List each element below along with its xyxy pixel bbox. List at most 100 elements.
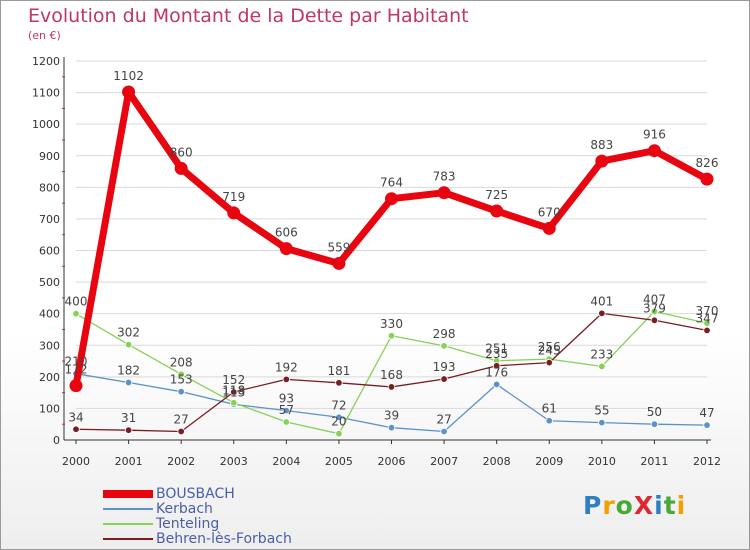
y-tick-label: 1000: [32, 118, 60, 131]
data-label: 47: [699, 406, 714, 420]
data-point: [177, 427, 185, 436]
data-point: [387, 383, 396, 391]
data-point: [124, 340, 133, 349]
y-tick-label: 900: [39, 150, 60, 163]
data-label: 176: [485, 365, 508, 379]
data-point: [282, 418, 291, 426]
data-point: [490, 204, 504, 218]
data-label: 256: [538, 340, 561, 354]
data-label: 725: [485, 188, 508, 202]
data-label: 330: [380, 317, 403, 331]
logo-letter: i: [654, 491, 664, 520]
data-label: 370: [696, 304, 719, 318]
y-tick-label: 300: [39, 339, 60, 352]
x-tick-label: 2007: [430, 455, 458, 468]
data-label: 192: [275, 360, 298, 374]
data-point: [282, 406, 291, 415]
data-point: [703, 319, 711, 327]
data-label: 379: [643, 301, 666, 315]
x-tick-label: 2012: [693, 455, 721, 468]
data-point: [230, 388, 238, 396]
y-tick-label: 400: [39, 308, 60, 321]
data-label: 783: [433, 170, 456, 184]
y-tick-label: 100: [39, 402, 60, 415]
legend-label: BOUSBACH: [156, 486, 235, 502]
legend-swatch: [103, 538, 153, 540]
data-labels: 172 1102 860 719 606 559 764 783 725 670 883 916 826…: [65, 69, 719, 429]
y-tick-label: 600: [39, 245, 60, 258]
data-label: 302: [117, 326, 140, 340]
data-point: [72, 425, 80, 433]
data-point: [69, 379, 83, 393]
logo-letter: r: [602, 491, 616, 520]
data-point: [545, 417, 553, 425]
data-label: 407: [643, 292, 666, 306]
data-label: 401: [590, 294, 613, 308]
proxiti-logo: ProXiti: [583, 491, 686, 520]
data-label: 826: [696, 156, 719, 170]
y-tick-label: 1100: [32, 87, 60, 100]
logo-letter: i: [676, 491, 687, 520]
data-label: 182: [117, 364, 140, 378]
x-tick-label: 2009: [535, 455, 563, 468]
x-tick-label: 2001: [115, 455, 143, 468]
data-point: [72, 309, 80, 318]
legend-swatch: [103, 490, 153, 498]
data-label: 559: [327, 240, 350, 254]
data-point: [279, 242, 293, 256]
y-tick-label: 1200: [32, 55, 60, 68]
chart-title: Evolution du Montant de la Dette par Hab…: [28, 5, 469, 27]
data-label: 172: [65, 363, 88, 377]
data-point: [595, 154, 609, 168]
data-label: 208: [170, 355, 193, 369]
y-tick-label: 200: [39, 371, 60, 384]
data-point: [650, 420, 659, 428]
data-point: [598, 362, 606, 371]
data-label: 118: [222, 384, 245, 398]
data-label: 916: [643, 128, 666, 142]
data-point: [387, 423, 396, 432]
data-label: 181: [327, 364, 350, 378]
data-point: [177, 370, 185, 379]
legend-label: Tenteling: [156, 516, 220, 532]
data-label: 72: [331, 398, 346, 412]
data-point: [650, 316, 659, 324]
data-point: [703, 421, 711, 429]
legend-item: Behren-lès-Forbach: [103, 531, 292, 547]
data-label: 251: [485, 342, 508, 356]
data-point: [335, 379, 343, 387]
x-tick-label: 2005: [325, 455, 353, 468]
data-label: 719: [222, 190, 245, 204]
data-label: 298: [433, 327, 456, 341]
data-point: [332, 256, 346, 270]
data-point: [174, 161, 188, 175]
legend-item: Tenteling: [103, 516, 219, 532]
data-point: [335, 413, 343, 421]
x-tick-label: 2003: [220, 455, 248, 468]
data-point: [122, 85, 136, 99]
data-label: 347: [696, 311, 719, 325]
data-point: [598, 418, 606, 427]
data-label: 39: [384, 409, 399, 423]
data-label: 113: [222, 385, 245, 399]
data-label: 20: [331, 415, 346, 429]
data-label: 883: [590, 138, 613, 152]
data-label: 93: [279, 392, 294, 406]
data-point: [703, 326, 711, 335]
data-label: 27: [436, 412, 451, 426]
data-label: 233: [590, 347, 613, 361]
data-label: 55: [594, 404, 609, 418]
data-label: 31: [121, 411, 136, 425]
data-point: [335, 429, 343, 438]
y-tick-label: 800: [39, 181, 60, 194]
legend-item: BOUSBACH: [103, 486, 235, 502]
data-label: 210: [65, 355, 88, 369]
data-point: [440, 342, 448, 350]
data-label: 245: [538, 344, 561, 358]
data-point: [598, 309, 606, 318]
data-point: [647, 144, 661, 158]
data-label: 193: [433, 360, 456, 374]
series-lines: [69, 85, 714, 438]
data-point: [545, 358, 553, 367]
